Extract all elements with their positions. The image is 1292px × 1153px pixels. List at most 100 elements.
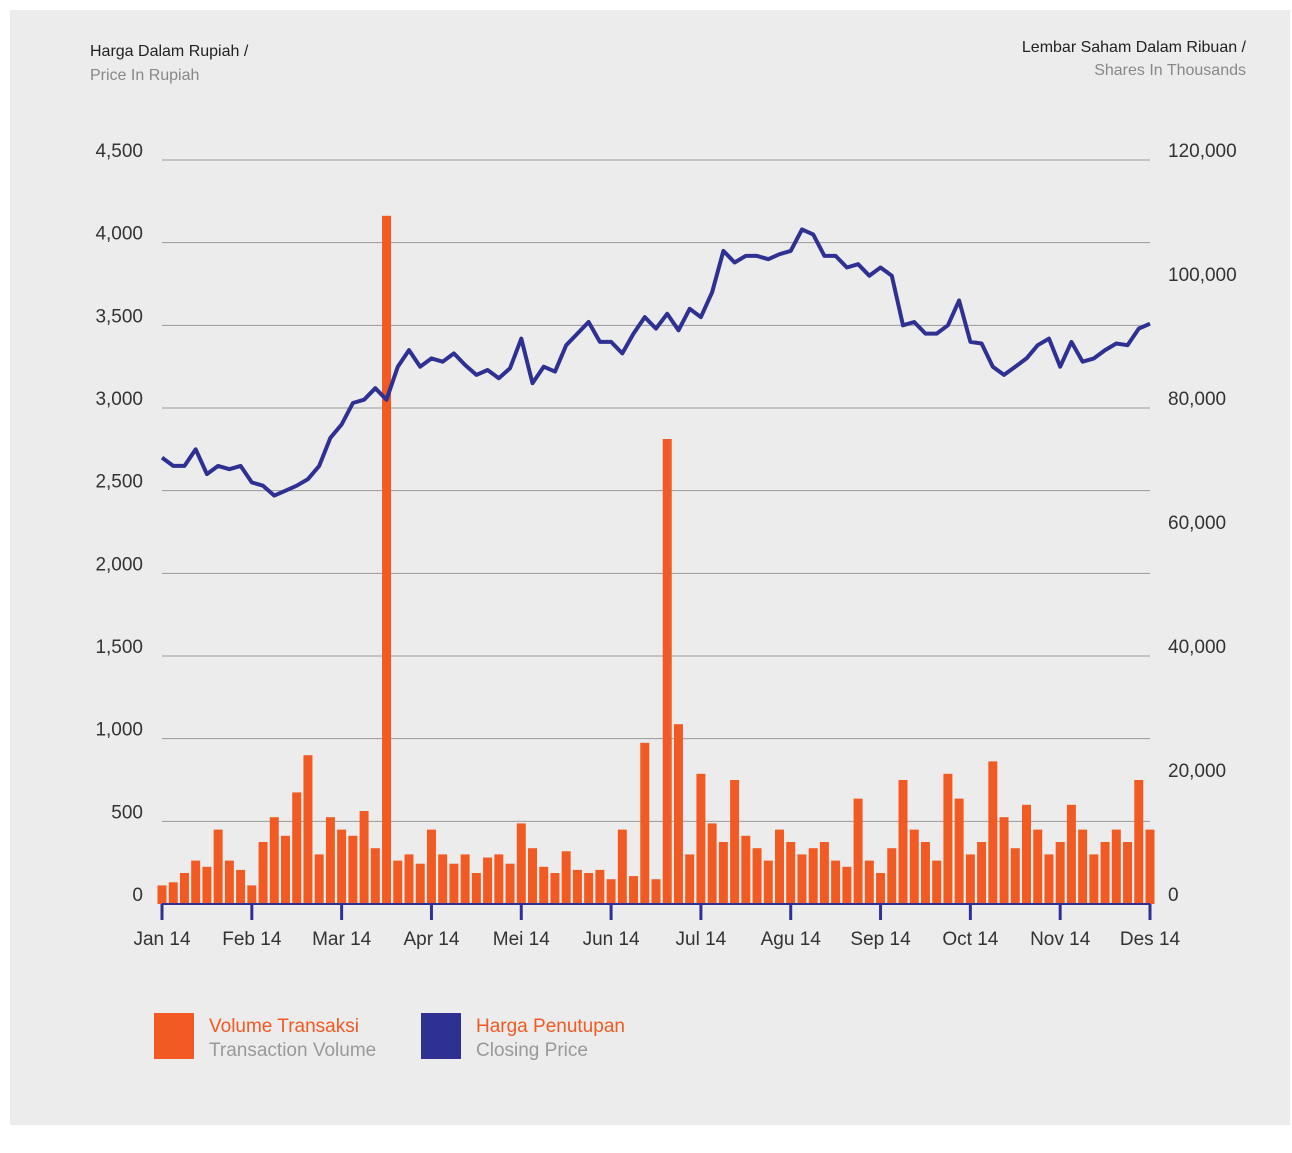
volume-bar: [258, 842, 268, 904]
right-axis-label-en: Shares In Thousands: [1094, 62, 1246, 79]
volume-bar: [505, 863, 515, 904]
x-tick-label: Jan 14: [133, 929, 190, 950]
volume-bar: [1055, 842, 1065, 904]
volume-bar: [819, 842, 829, 904]
volume-bar: [584, 873, 594, 904]
volume-bar: [797, 854, 807, 904]
volume-bar: [337, 829, 347, 904]
volume-bar: [157, 885, 167, 904]
volume-bar: [213, 829, 223, 904]
volume-bar: [909, 829, 919, 904]
volume-bar: [999, 817, 1009, 904]
y-tick-label: 3,000: [95, 389, 143, 410]
y2-tick-label: 100,000: [1168, 265, 1237, 286]
y-tick-label: 3,500: [95, 306, 143, 327]
y-tick-label: 4,000: [95, 224, 143, 245]
x-tick-label: Jun 14: [583, 929, 640, 950]
volume-bar: [179, 873, 189, 904]
volume-bar: [168, 882, 178, 904]
volume-bar: [673, 724, 683, 904]
x-tick-label: Agu 14: [761, 929, 822, 950]
legend-label-en: Transaction Volume: [209, 1040, 376, 1061]
volume-bar: [426, 829, 436, 904]
volume-bar: [741, 835, 751, 904]
volume-bar: [808, 848, 818, 904]
volume-bar: [831, 860, 841, 904]
volume-bar: [191, 860, 201, 904]
volume-bar: [696, 773, 706, 904]
y-tick-label: 4,500: [95, 141, 143, 162]
volume-bar: [1066, 804, 1076, 904]
y-tick-label: 1,500: [95, 637, 143, 658]
volume-bar: [550, 873, 560, 904]
x-tick-label: Jul 14: [676, 929, 727, 950]
y-tick-label: 2,000: [95, 554, 143, 575]
volume-bar: [898, 780, 908, 904]
y-tick-label: 500: [111, 802, 143, 823]
volume-bar: [516, 823, 526, 904]
volume-bar: [539, 866, 549, 904]
volume-bar: [606, 879, 616, 904]
volume-bar: [651, 879, 661, 904]
volume-bar: [1022, 804, 1031, 904]
volume-bar: [415, 863, 425, 904]
y2-tick-label: 120,000: [1168, 141, 1237, 162]
volume-bar: [1123, 842, 1133, 904]
x-tick-label: Mar 14: [312, 929, 372, 950]
volume-bar: [314, 854, 324, 904]
volume-bar: [920, 842, 930, 904]
volume-bar: [617, 829, 627, 904]
volume-bar: [438, 854, 448, 904]
volume-bar: [370, 848, 380, 904]
volume-bar: [359, 811, 369, 904]
volume-bar: [325, 817, 335, 904]
x-tick-label: Mei 14: [493, 929, 550, 950]
volume-bar: [786, 842, 796, 904]
volume-bar: [842, 866, 852, 904]
volume-bar: [1044, 854, 1054, 904]
volume-bar: [954, 798, 964, 904]
volume-bar: [393, 860, 403, 904]
volume-bar: [1134, 780, 1144, 904]
volume-bar: [629, 876, 639, 904]
y2-tick-label: 60,000: [1168, 513, 1226, 534]
volume-bar: [224, 860, 234, 904]
x-tick-label: Feb 14: [222, 929, 282, 950]
volume-bar: [236, 869, 246, 904]
left-axis-label: Harga Dalam Rupiah /: [90, 43, 249, 60]
volume-bar: [303, 755, 313, 904]
legend-label: Volume Transaksi: [209, 1016, 359, 1037]
y2-tick-label: 0: [1168, 885, 1179, 906]
volume-bar: [202, 866, 212, 904]
volume-bar: [707, 823, 717, 904]
volume-bar: [460, 854, 470, 904]
volume-bar: [1089, 854, 1099, 904]
volume-bar: [965, 854, 975, 904]
x-tick-label: Oct 14: [942, 929, 998, 950]
volume-bar: [977, 842, 987, 904]
x-tick-label: Apr 14: [403, 929, 459, 950]
volume-bar: [763, 860, 773, 904]
volume-bar: [864, 860, 874, 904]
volume-bar: [595, 869, 605, 904]
volume-bar: [348, 835, 358, 904]
volume-bar: [718, 842, 728, 904]
price-line: [160, 227, 1151, 498]
x-tick-label: Nov 14: [1030, 929, 1091, 950]
volume-bar: [269, 817, 279, 904]
volume-bar: [752, 848, 762, 904]
volume-bar: [887, 848, 897, 904]
volume-bar: [775, 829, 784, 904]
legend-label: Harga Penutupan: [476, 1016, 625, 1037]
right-axis-label: Lembar Saham Dalam Ribuan /: [1022, 39, 1247, 56]
volume-bar: [1145, 829, 1155, 904]
volume-bar: [471, 873, 481, 904]
legend-label-en: Closing Price: [476, 1040, 588, 1061]
legend-swatch: [421, 1013, 461, 1059]
y2-tick-label: 20,000: [1168, 761, 1226, 782]
volume-bar: [1010, 848, 1020, 904]
y-tick-label: 2,500: [95, 472, 143, 493]
volume-bar: [730, 780, 740, 904]
volume-bar: [292, 792, 302, 904]
